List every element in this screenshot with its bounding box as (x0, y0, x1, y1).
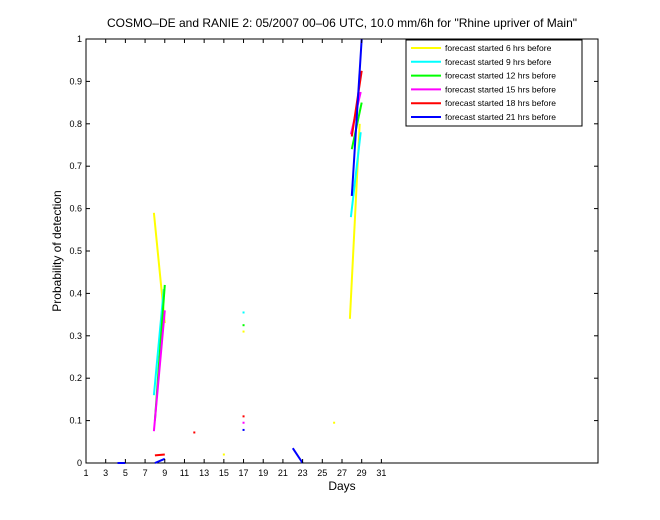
series-2-point-1 (242, 311, 245, 314)
y-tick-label: 0.9 (69, 76, 82, 86)
series-6-point-1 (242, 428, 245, 431)
x-tick-label: 23 (298, 468, 308, 478)
x-tick-label: 29 (357, 468, 367, 478)
x-tick-label: 27 (337, 468, 347, 478)
ticks-layer: 1 3 5 7 9 11 13 15 17 19 21 23 25 27 29 3100.10.20.30.4… (69, 34, 598, 478)
x-tick-label: 31 (376, 468, 386, 478)
y-tick-label: 0.1 (69, 416, 82, 426)
data-layer (117, 38, 363, 464)
y-tick-label: 0.5 (69, 246, 82, 256)
legend-label-6: forecast started 21 hrs before (445, 112, 556, 122)
legend-label-3: forecast started 12 hrs before (445, 71, 556, 81)
x-tick-label: 11 (180, 468, 189, 478)
legend-label-5: forecast started 18 hrs before (445, 98, 556, 108)
series-2-segment-2 (349, 132, 362, 218)
series-5-point-2 (242, 415, 245, 418)
series-4-segment-1 (152, 310, 166, 432)
y-tick-label: 1 (77, 34, 82, 44)
x-tick-label: 7 (143, 468, 148, 478)
x-tick-label: 19 (258, 468, 268, 478)
y-axis-label: Probability of detection (50, 190, 64, 311)
x-tick-label: 9 (162, 468, 167, 478)
x-tick-label: 3 (103, 468, 108, 478)
series-5-point-1 (193, 431, 196, 434)
series-2 (152, 132, 362, 396)
legend-label-4: forecast started 15 hrs before (445, 84, 556, 94)
series-2-segment-1 (152, 289, 165, 396)
series-4-point-1 (242, 421, 245, 424)
chart-title: COSMO–DE and RANIE 2: 05/2007 00–06 UTC,… (107, 16, 577, 30)
series-3-point-1 (242, 324, 245, 327)
y-tick-label: 0.6 (69, 204, 82, 214)
series-1-point-3 (333, 421, 336, 424)
y-tick-label: 0 (77, 458, 82, 468)
y-tick-label: 0.4 (69, 288, 82, 298)
y-tick-label: 0.3 (69, 331, 82, 341)
x-tick-label: 5 (123, 468, 128, 478)
x-tick-label: 21 (278, 468, 288, 478)
x-axis-label: Days (328, 479, 355, 493)
series-6-segment-2 (154, 457, 166, 464)
legend-box (405, 39, 583, 127)
x-tick-label: 25 (317, 468, 327, 478)
series-6 (117, 38, 363, 464)
legend: forecast started 6 hrs before forecast st… (405, 39, 583, 127)
x-tick-label: 13 (199, 468, 209, 478)
series-6-segment-4 (350, 38, 363, 196)
series-1-point-1 (222, 453, 225, 456)
y-tick-label: 0.8 (69, 119, 82, 129)
legend-label-2: forecast started 9 hrs before (445, 57, 552, 67)
x-tick-label: 15 (219, 468, 229, 478)
x-tick-label: 1 (83, 468, 88, 478)
series-1-point-2 (242, 330, 245, 333)
legend-label-1: forecast started 6 hrs before (445, 43, 552, 53)
series-6-segment-3 (291, 447, 304, 464)
series-5-segment-1 (154, 453, 165, 457)
x-tick-label: 17 (239, 468, 249, 478)
y-tick-label: 0.2 (69, 373, 82, 383)
y-tick-label: 0.7 (69, 161, 82, 171)
